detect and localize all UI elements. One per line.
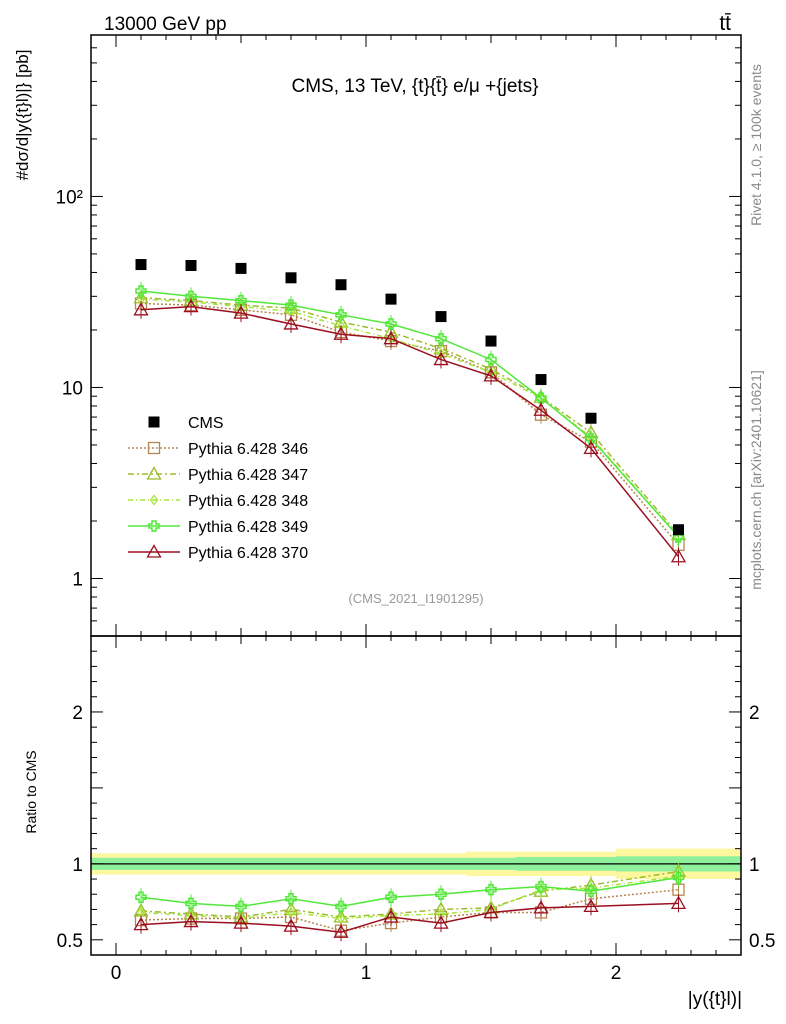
ratio-panel: 0 1 2 0.5 0.5 1 1 2 2 xyxy=(57,635,775,984)
ratio-point-p370 xyxy=(670,895,687,910)
legend-label-p370: Pythia 6.428 370 xyxy=(188,545,308,562)
energy-label: 13000 GeV pp xyxy=(104,14,227,35)
legend-marker-cms xyxy=(148,416,160,428)
analysis-watermark: (CMS_2021_I1901295) xyxy=(348,591,483,606)
legend-label-p348: Pythia 6.428 348 xyxy=(188,493,308,510)
ratio-point-p348 xyxy=(286,906,296,919)
ratio-point-p370 xyxy=(483,904,499,919)
main-point-p370 xyxy=(533,402,549,416)
ratio-point-p349 xyxy=(285,893,297,905)
ratio-point-p370 xyxy=(183,913,199,928)
ratio-point-p370 xyxy=(333,924,349,938)
ratio-point-p370 xyxy=(383,909,399,923)
ratio-xlabel: |y({t}l)| xyxy=(688,989,742,1010)
legend-label-p347: Pythia 6.428 347 xyxy=(188,467,308,484)
data-point-cms xyxy=(385,293,397,305)
ratio-line-p347 xyxy=(140,870,679,918)
main-point-p349 xyxy=(335,309,347,321)
main-point-p349 xyxy=(485,353,497,366)
legend-marker-p347 xyxy=(146,466,162,480)
ratio-point-p349 xyxy=(435,888,447,900)
process-label: tt̄ xyxy=(719,12,731,35)
data-point-cms xyxy=(185,259,197,271)
plot-title: CMS, 13 TeV, {t}{t̄} e/μ +{jets} xyxy=(291,76,538,97)
data-point-cms xyxy=(535,374,547,386)
side-mcplots-label: mcplots.cern.ch [arXiv:2401.10621] xyxy=(748,370,764,589)
legend-label-cms: CMS xyxy=(188,415,224,432)
legend-marker-p370 xyxy=(146,544,162,558)
main-point-p370 xyxy=(433,351,449,366)
ratio-point-p349 xyxy=(385,891,397,904)
ratio-ytick-label-right: 2 xyxy=(749,703,760,724)
main-point-p370 xyxy=(283,316,299,330)
ratio-point-p349 xyxy=(485,883,497,896)
ratio-ytick-label-right: 1 xyxy=(749,855,760,876)
ratio-xtick-label: 1 xyxy=(361,963,372,984)
data-point-cms xyxy=(335,279,347,291)
ratio-point-p370 xyxy=(433,915,449,929)
main-point-p349 xyxy=(135,285,147,297)
legend-marker-p349 xyxy=(148,520,160,532)
ratio-xtick-label: 0 xyxy=(111,963,122,984)
ratio-point-p349 xyxy=(585,885,597,897)
data-point-cms xyxy=(235,262,247,274)
legend-label-p346: Pythia 6.428 346 xyxy=(188,441,308,458)
ratio-point-p370 xyxy=(283,918,299,932)
main-point-p349 xyxy=(535,392,547,404)
ratio-point-p349 xyxy=(672,871,685,884)
data-point-cms xyxy=(585,412,597,424)
main-ytick-label: 1 xyxy=(72,569,83,590)
data-point-cms xyxy=(673,524,684,536)
main-point-p349 xyxy=(285,299,297,311)
legend: CMS Pythia 6.428 346 Pythia 6.428 347 Pythi… xyxy=(128,415,308,562)
ratio-point-p370 xyxy=(233,915,249,929)
ratio-ylabel: Ratio to CMS xyxy=(23,750,39,833)
ratio-ytick-label: 2 xyxy=(72,703,83,724)
main-point-p349 xyxy=(385,318,397,330)
main-point-p349 xyxy=(235,294,247,307)
main-point-p370 xyxy=(233,305,249,319)
ratio-point-p349 xyxy=(535,880,547,893)
data-point-cms xyxy=(435,311,447,323)
ratio-ytick-label: 1 xyxy=(72,855,83,876)
ratio-point-p348 xyxy=(336,912,346,925)
main-point-p349 xyxy=(585,432,597,445)
main-ytick-label: 10 xyxy=(62,378,83,399)
ratio-point-p349 xyxy=(135,891,147,904)
side-rivet-label: Rivet 4.1.0, ≥ 100k events xyxy=(748,64,764,226)
legend-marker-p348 xyxy=(149,494,159,506)
ratio-point-p349 xyxy=(335,900,347,913)
main-point-p370 xyxy=(133,301,149,316)
ratio-line-p349 xyxy=(140,876,679,908)
ratio-point-p370 xyxy=(533,900,549,914)
main-point-p370 xyxy=(483,368,499,382)
ratio-xtick-label: 2 xyxy=(611,963,622,984)
legend-marker-p346 xyxy=(147,441,161,455)
main-ytick-label: 10² xyxy=(56,187,83,208)
ratio-ytick-label-right: 0.5 xyxy=(749,931,775,952)
data-point-cms xyxy=(485,335,497,347)
main-point-p370 xyxy=(383,330,399,345)
main-point-p370 xyxy=(670,548,687,563)
ratio-point-p370 xyxy=(583,898,599,913)
main-ylabel: #dσ/d|y({t}l)|} [pb] xyxy=(13,50,32,181)
ratio-ytick-label: 0.5 xyxy=(57,931,83,952)
main-point-p349 xyxy=(185,290,197,303)
main-point-p370 xyxy=(333,326,349,340)
ratio-line-p348 xyxy=(140,875,679,920)
main-point-p370 xyxy=(583,440,599,455)
ratio-point-p349 xyxy=(235,900,247,913)
data-point-cms xyxy=(285,272,297,284)
main-point-p370 xyxy=(183,298,199,313)
main-panel: 1 10 10² xyxy=(56,34,742,637)
main-point-p349 xyxy=(435,332,447,345)
legend-label-p349: Pythia 6.428 349 xyxy=(188,519,308,536)
ratio-point-p370 xyxy=(133,916,149,931)
ratio-point-p349 xyxy=(185,897,197,910)
data-point-cms xyxy=(135,259,147,271)
